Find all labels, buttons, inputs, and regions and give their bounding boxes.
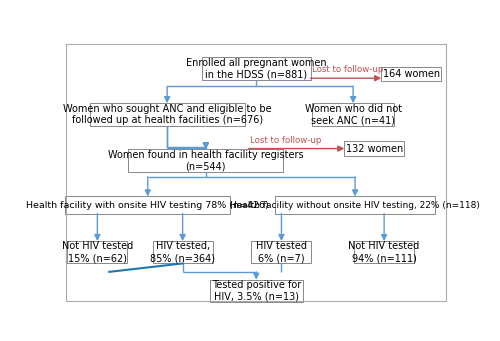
FancyBboxPatch shape (202, 57, 310, 80)
Text: HIV tested
6% (n=7): HIV tested 6% (n=7) (256, 241, 307, 263)
FancyBboxPatch shape (90, 103, 244, 125)
FancyBboxPatch shape (66, 196, 230, 213)
FancyBboxPatch shape (344, 142, 405, 156)
Text: Lost to follow-up: Lost to follow-up (250, 136, 322, 145)
Text: 132 women: 132 women (346, 144, 403, 153)
FancyBboxPatch shape (68, 241, 128, 264)
Text: Not HIV tested
94% (n=111): Not HIV tested 94% (n=111) (348, 241, 420, 263)
FancyBboxPatch shape (312, 103, 394, 125)
Text: Women who did not
seek ANC (n=41): Women who did not seek ANC (n=41) (304, 104, 402, 125)
Text: HIV tested,
85% (n=364): HIV tested, 85% (n=364) (150, 241, 215, 263)
FancyBboxPatch shape (274, 196, 436, 213)
FancyBboxPatch shape (128, 149, 284, 172)
Text: Health facility without onsite HIV testing, 22% (n=118): Health facility without onsite HIV testi… (230, 201, 480, 209)
Text: Lost to follow-up: Lost to follow-up (312, 65, 384, 74)
Text: Enrolled all pregnant women
in the HDSS (n=881): Enrolled all pregnant women in the HDSS … (186, 58, 326, 79)
Text: 164 women: 164 women (382, 69, 440, 79)
Text: Health facility with onsite HIV testing 78% (n=426): Health facility with onsite HIV testing … (26, 201, 269, 209)
FancyBboxPatch shape (381, 66, 442, 81)
FancyBboxPatch shape (210, 280, 303, 302)
Text: Women who sought ANC and eligible to be
followed up at health facilities (n=676): Women who sought ANC and eligible to be … (63, 104, 272, 125)
Text: Not HIV tested
15% (n=62): Not HIV tested 15% (n=62) (62, 241, 133, 263)
FancyBboxPatch shape (354, 241, 414, 264)
Text: Tested positive for
HIV, 3.5% (n=13): Tested positive for HIV, 3.5% (n=13) (212, 280, 301, 302)
Text: Women found in health facility registers
(n=544): Women found in health facility registers… (108, 150, 304, 171)
FancyBboxPatch shape (252, 241, 312, 264)
FancyBboxPatch shape (152, 241, 212, 264)
